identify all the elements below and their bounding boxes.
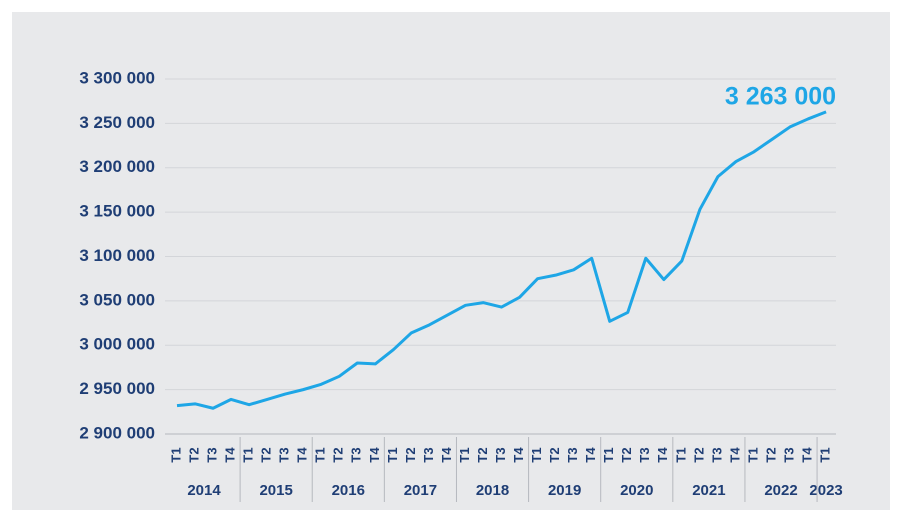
- x-tick-label: T2: [186, 447, 201, 462]
- x-tick-label: T1: [818, 447, 833, 462]
- line: [176, 110, 827, 410]
- x-tick-label: T4: [583, 447, 598, 463]
- x-tick-label: T3: [709, 447, 724, 462]
- x-tick-label: T1: [529, 447, 544, 462]
- x-tick-label: T2: [475, 447, 490, 462]
- y-tick-label: 3 050 000: [79, 290, 155, 309]
- x-group-label: 2016: [332, 482, 365, 499]
- x-tick-label: T2: [619, 447, 634, 462]
- x-tick-label: T3: [277, 447, 292, 462]
- x-tick-label: T3: [349, 447, 364, 462]
- x-tick-label: T2: [547, 447, 562, 462]
- x-group-label: 2020: [620, 482, 653, 499]
- y-tick-label: 2 950 000: [79, 379, 155, 398]
- x-tick-label: T2: [403, 447, 418, 462]
- x-group-label: 2015: [259, 482, 292, 499]
- x-tick-label: T4: [655, 447, 670, 463]
- y-tick-label: 3 250 000: [79, 113, 155, 132]
- x-tick-label: T1: [601, 447, 616, 462]
- x-tick-label: T4: [511, 447, 526, 463]
- x-tick-label: T4: [367, 447, 382, 463]
- chart-background: [12, 12, 890, 510]
- x-group-label: 2014: [187, 482, 221, 499]
- x-tick-label: T2: [691, 447, 706, 462]
- y-tick-label: 3 300 000: [79, 68, 155, 87]
- x-tick-label: T3: [565, 447, 580, 462]
- x-group-label: 2019: [548, 482, 581, 499]
- x-tick-label: T1: [313, 447, 328, 462]
- x-group-label: 2023: [809, 482, 842, 499]
- value-label: 3 263 000: [725, 82, 836, 110]
- x-tick-label: T3: [493, 447, 508, 462]
- x-group-label: 2018: [476, 482, 509, 499]
- x-tick-label: T3: [421, 447, 436, 462]
- y-tick-label: 3 100 000: [79, 246, 155, 265]
- y-tick-label: 3 150 000: [79, 202, 155, 221]
- x-tick-label: T1: [241, 447, 256, 462]
- x-tick-label: T3: [637, 447, 652, 462]
- y-tick-label: 3 200 000: [79, 157, 155, 176]
- x-tick-label: T4: [295, 447, 310, 463]
- x-tick-label: T4: [727, 447, 742, 463]
- x-group-label: 2017: [404, 482, 437, 499]
- x-tick-label: T1: [457, 447, 472, 462]
- x-tick-label: T2: [331, 447, 346, 462]
- x-group-label: 2021: [692, 482, 725, 499]
- x-tick-label: T1: [385, 447, 400, 462]
- y-tick-label: 2 900 000: [79, 423, 155, 442]
- x-tick-label: T3: [781, 447, 796, 462]
- x-tick-label: T1: [673, 447, 688, 462]
- x-tick-label: T4: [799, 447, 814, 463]
- x-group-label: 2022: [764, 482, 797, 499]
- x-tick-label: T2: [259, 447, 274, 462]
- x-tick-label: T4: [439, 447, 454, 463]
- x-tick-label: T4: [223, 447, 238, 463]
- x-tick-label: T2: [763, 447, 778, 462]
- x-tick-label: T3: [204, 447, 219, 462]
- x-tick-label: T1: [168, 447, 183, 462]
- x-tick-label: T1: [745, 447, 760, 462]
- y-tick-label: 3 000 000: [79, 335, 155, 354]
